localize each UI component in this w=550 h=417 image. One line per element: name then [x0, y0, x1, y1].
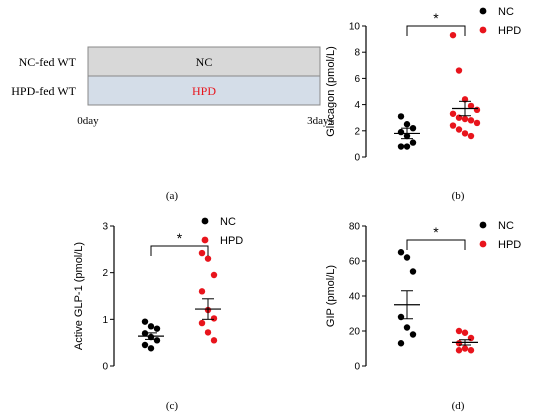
panel-d-nc-point	[397, 340, 405, 347]
panel-c-y-axis-label: Active GLP-1 (pmol/L)	[73, 242, 85, 350]
panel-b-hpd-point	[455, 67, 463, 74]
nc-bar-text: NC	[196, 55, 213, 69]
panel-b-hpd-point	[461, 130, 469, 137]
panel-d-hpd-point	[467, 347, 475, 354]
panel-d-y-axis-label: GIP (pmol/L)	[325, 265, 337, 327]
hpd-group-bar	[87, 75, 321, 106]
panel-b-legend-hpd-marker	[479, 26, 487, 34]
panel-c-legend-hpd-marker	[201, 236, 209, 244]
panel-b-y-tick-label: 8	[354, 48, 360, 59]
panel-c-significance-bracket	[150, 245, 209, 256]
hpd-bar-text: HPD	[192, 84, 216, 98]
panel-d-significance-bracket	[406, 239, 466, 250]
panel-d-y-tick-label: 80	[349, 222, 361, 233]
panel-d-hpd-point	[461, 345, 469, 352]
panel-c-y-tick-label: 1	[102, 315, 108, 326]
panel-b-nc-point	[397, 128, 405, 136]
panel-b-nc-point	[403, 143, 411, 150]
panel-c-legend-nc-marker	[201, 217, 209, 225]
panel-c-hpd-point	[210, 337, 218, 344]
panel-c-nc-point	[153, 325, 161, 332]
panel-c-hpd-point	[198, 288, 206, 295]
panel-c-hpd-point	[210, 271, 218, 279]
panel-d-legend-hpd-label: HPD	[498, 239, 521, 251]
panel-b-legend-nc-label: NC	[498, 6, 514, 18]
panel-d-caption: (d)	[452, 400, 465, 412]
panel-b-nc-point	[397, 113, 405, 120]
hpd-row-label: HPD-fed WT	[11, 84, 76, 98]
panel-d-legend-nc-label: NC	[498, 220, 514, 232]
panel-b-hpd-point	[473, 119, 481, 127]
panel-b-nc-point	[403, 121, 411, 128]
panel-d-nc-point	[403, 324, 411, 331]
panel-c-legend-nc-label: NC	[220, 216, 236, 228]
panel-c-hpd-point	[204, 329, 212, 336]
panel-b-hpd-point	[449, 122, 457, 129]
panel-d-nc-point	[409, 268, 417, 275]
panel-c-hpd-point	[210, 315, 218, 322]
panel-c-nc-point	[141, 341, 149, 349]
panel-b-y-tick-label: 0	[354, 153, 360, 164]
panel-b-hpd-point	[455, 126, 463, 133]
panel-d-y-tick-label: 40	[349, 292, 361, 303]
panel-d-hpd-point	[455, 347, 463, 354]
panel-c-legend-hpd-label: HPD	[220, 235, 243, 247]
panel-b-hpd-point	[467, 117, 475, 124]
panel-c-nc-point	[147, 345, 155, 352]
panel-d-significance-star: *	[433, 224, 439, 240]
panel-b-hpd-point	[461, 115, 469, 123]
panel-b-significance-star: *	[433, 10, 439, 26]
panel-d-y-tick-label: 0	[354, 362, 360, 373]
panel-d-y-tick-label: 60	[349, 257, 361, 268]
panel-c-y-tick-label: 2	[102, 268, 108, 279]
panel-c-hpd-point	[204, 255, 212, 262]
panel-d-nc-point	[403, 254, 411, 261]
panel-d-hpd-point	[461, 329, 469, 336]
panel-d-legend-hpd-marker	[479, 240, 487, 248]
nc-row-label: NC-fed WT	[19, 55, 77, 69]
panel-b-caption: (b)	[452, 190, 465, 202]
panel-c-nc-point	[147, 323, 155, 330]
panel-b-legend-nc-marker	[479, 7, 487, 15]
panel-b-chart: Glucagon (pmol/L) * NC HPD (b) 0 2 4 6 8 10	[325, 6, 521, 202]
panel-b-y-axis-label: Glucagon (pmol/L)	[325, 46, 337, 137]
panel-b-y-tick-label: 2	[354, 126, 360, 137]
panel-c-significance-star: *	[177, 230, 183, 246]
nc-group-bar	[87, 46, 321, 77]
panel-b-hpd-point	[467, 132, 475, 140]
panel-d-nc-point	[397, 249, 405, 256]
panel-c-y-tick-label: 3	[102, 222, 108, 233]
panel-c-nc-point	[153, 337, 161, 344]
panel-b-nc-point	[397, 143, 405, 150]
panel-b-y-tick-label: 4	[354, 100, 360, 111]
panel-b-y-tick-label: 6	[354, 74, 360, 85]
panel-c-chart: Active GLP-1 (pmol/L) * NC HPD (c) 0 1 2 3	[73, 216, 243, 412]
panel-b-hpd-point	[467, 102, 475, 110]
panel-d-chart: GIP (pmol/L) * NC HPD (d) 0 20 40 60 80	[325, 220, 521, 412]
panel-b-legend-hpd-label: HPD	[498, 25, 521, 37]
start-day-label: 0day	[77, 115, 99, 127]
panel-d-legend-nc-marker	[479, 221, 487, 229]
panel-d-nc-point	[409, 331, 417, 338]
panel-b-nc-point	[409, 139, 417, 146]
end-day-label: 3days	[307, 115, 333, 127]
panel-b-hpd-point	[449, 31, 457, 39]
panel-b-y-tick-label: 10	[349, 22, 361, 33]
panel-a-timeline: NC-fed WT HPD-fed WT NC HPD 0day 3days (…	[11, 46, 333, 202]
panel-c-y-tick-label: 0	[102, 362, 108, 373]
panel-d-y-tick-label: 20	[349, 327, 361, 338]
panel-a-caption: (a)	[166, 190, 179, 202]
panel-c-hpd-point	[198, 319, 206, 327]
panel-c-hpd-point	[198, 249, 206, 257]
panel-b-significance-bracket	[406, 25, 466, 36]
panel-b-hpd-point	[473, 106, 481, 114]
panel-b-hpd-point	[449, 110, 457, 117]
panel-c-caption: (c)	[166, 400, 179, 412]
panel-c-nc-point	[141, 318, 149, 325]
panel-d-hpd-point	[455, 327, 463, 335]
